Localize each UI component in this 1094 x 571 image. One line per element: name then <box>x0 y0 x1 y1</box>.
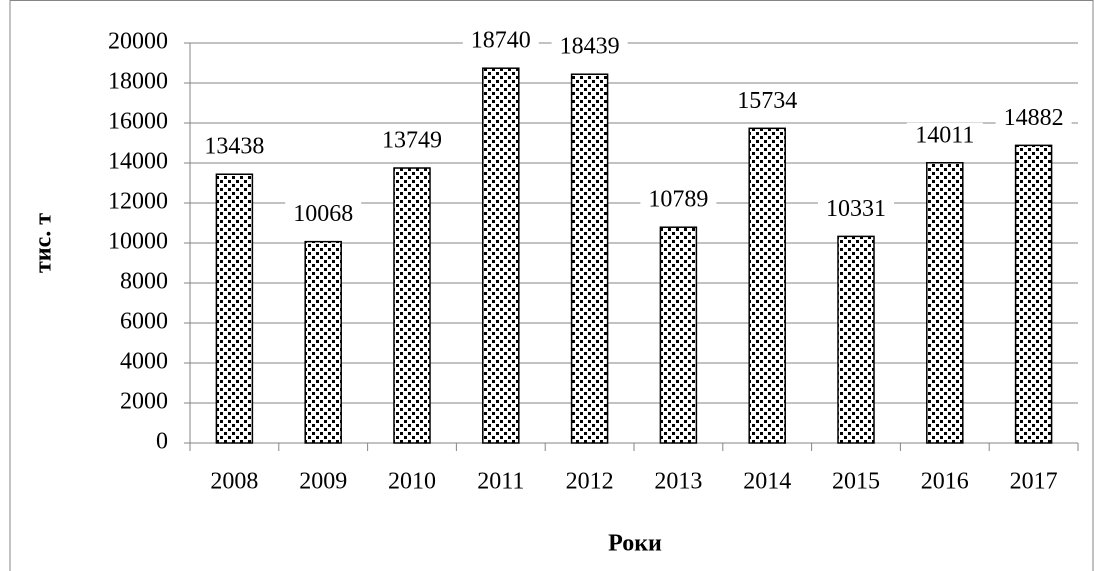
bar <box>482 67 520 444</box>
y-tick-label: 20000 <box>108 29 168 55</box>
value-label-bg <box>551 34 628 63</box>
x-tick-label: 2015 <box>832 469 880 495</box>
value-label: 18439 <box>560 34 620 60</box>
value-label: 14011 <box>915 122 974 148</box>
value-label: 13438 <box>204 134 264 160</box>
x-tick-label: 2016 <box>921 469 969 495</box>
y-tick-label: 4000 <box>120 349 168 375</box>
x-tick-label: 2010 <box>388 469 436 495</box>
value-label-bg <box>995 105 1072 134</box>
value-label-bg <box>285 201 362 230</box>
value-label: 15734 <box>737 88 797 114</box>
y-tick-label: 8000 <box>120 269 168 295</box>
bar <box>748 127 786 444</box>
x-tick-label: 2011 <box>477 469 524 495</box>
bar <box>659 226 698 444</box>
bar <box>926 162 964 444</box>
y-axis-title: тис. т <box>31 213 57 273</box>
y-tick-label: 0 <box>156 429 168 455</box>
bar <box>1014 144 1053 444</box>
value-label: 10068 <box>293 201 353 227</box>
value-label: 10789 <box>648 187 708 213</box>
bar <box>215 173 254 444</box>
x-tick-label: 2013 <box>654 469 702 495</box>
y-tick-label: 6000 <box>120 309 168 335</box>
x-tick-label: 2012 <box>566 469 614 495</box>
y-tick-label: 16000 <box>108 109 168 135</box>
value-label-bg <box>462 28 539 57</box>
x-tick-label: 2017 <box>1010 469 1058 495</box>
x-tick-label: 2009 <box>299 469 347 495</box>
value-label: 10331 <box>826 196 886 222</box>
value-label: 18740 <box>471 28 531 54</box>
value-label-bg <box>729 88 806 117</box>
bar <box>570 73 609 444</box>
value-label-bg <box>374 128 450 157</box>
y-tick-label: 12000 <box>108 189 168 215</box>
y-tick-label: 2000 <box>120 389 168 415</box>
bar <box>393 167 431 444</box>
value-label-bg <box>818 196 894 225</box>
x-tick-label: 2008 <box>210 469 258 495</box>
value-label-bg <box>640 187 717 216</box>
value-label: 13749 <box>382 128 442 154</box>
value-label: 14882 <box>1004 105 1064 131</box>
x-tick-label: 2014 <box>743 469 791 495</box>
x-axis-title: Роки <box>608 531 662 557</box>
y-tick-label: 10000 <box>108 229 168 255</box>
bar <box>837 235 875 444</box>
value-label-bg <box>196 134 273 163</box>
bar <box>304 240 342 444</box>
y-tick-label: 14000 <box>108 149 168 175</box>
value-label-bg <box>906 122 983 151</box>
y-tick-label: 18000 <box>108 69 168 95</box>
chart-border <box>9 0 1094 571</box>
